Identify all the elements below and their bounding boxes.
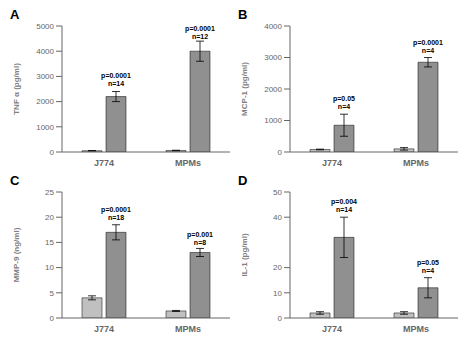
svg-text:5: 5 (50, 289, 55, 298)
svg-text:p=0.004n=14: p=0.004n=14 (331, 198, 357, 213)
svg-text:4000: 4000 (264, 22, 282, 31)
svg-text:0: 0 (278, 314, 283, 323)
svg-text:0: 0 (278, 148, 283, 157)
svg-text:20: 20 (273, 263, 282, 272)
svg-text:J774: J774 (322, 158, 342, 168)
svg-text:TNF α (pg/ml): TNF α (pg/ml) (12, 63, 21, 115)
html-text:C: C (10, 173, 20, 188)
svg-text:0: 0 (50, 314, 55, 323)
svg-text:J774: J774 (94, 324, 114, 334)
svg-text:p=0.0001n=4: p=0.0001n=4 (413, 39, 443, 54)
svg-text:3000: 3000 (264, 53, 282, 62)
svg-text:p=0.05n=4: p=0.05n=4 (333, 95, 355, 110)
svg-text:10: 10 (273, 289, 282, 298)
svg-text:1000: 1000 (36, 123, 54, 132)
svg-text:0: 0 (50, 148, 55, 157)
svg-text:MPMs: MPMs (175, 158, 201, 168)
svg-text:J774: J774 (322, 324, 342, 334)
svg-text:10: 10 (45, 263, 54, 272)
svg-text:MPMs: MPMs (175, 324, 201, 334)
svg-text:40: 40 (273, 213, 282, 222)
svg-text:MCP-1 (pg/ml): MCP-1 (pg/ml) (240, 62, 249, 116)
svg-text:p=0.0001n=12: p=0.0001n=12 (185, 25, 215, 40)
svg-text:MPMs: MPMs (403, 324, 429, 334)
svg-text:p=0.0001n=14: p=0.0001n=14 (101, 72, 131, 87)
svg-text:5000: 5000 (36, 22, 54, 31)
svg-text:MPMs: MPMs (403, 158, 429, 168)
svg-text:1000: 1000 (264, 116, 282, 125)
svg-text:4000: 4000 (36, 47, 54, 56)
svg-text:2000: 2000 (36, 97, 54, 106)
svg-text:25: 25 (45, 188, 54, 197)
svg-text:J774: J774 (94, 158, 114, 168)
svg-text:p=0.001n=8: p=0.001n=8 (187, 231, 213, 246)
svg-text:15: 15 (45, 238, 54, 247)
svg-text:p=0.05n=4: p=0.05n=4 (417, 259, 439, 274)
html-text:D: D (238, 173, 248, 188)
svg-text:20: 20 (45, 213, 54, 222)
svg-text:3000: 3000 (36, 72, 54, 81)
svg-text:p=0.0001n=18: p=0.0001n=18 (101, 206, 131, 221)
html-text:A: A (10, 7, 20, 22)
svg-text:50: 50 (273, 188, 282, 197)
html-text:B: B (238, 7, 248, 22)
svg-text:IL-1 (pg/ml): IL-1 (pg/ml) (240, 233, 249, 276)
svg-text:MMP-9 (ng/ml): MMP-9 (ng/ml) (12, 227, 21, 282)
svg-text:2000: 2000 (264, 85, 282, 94)
